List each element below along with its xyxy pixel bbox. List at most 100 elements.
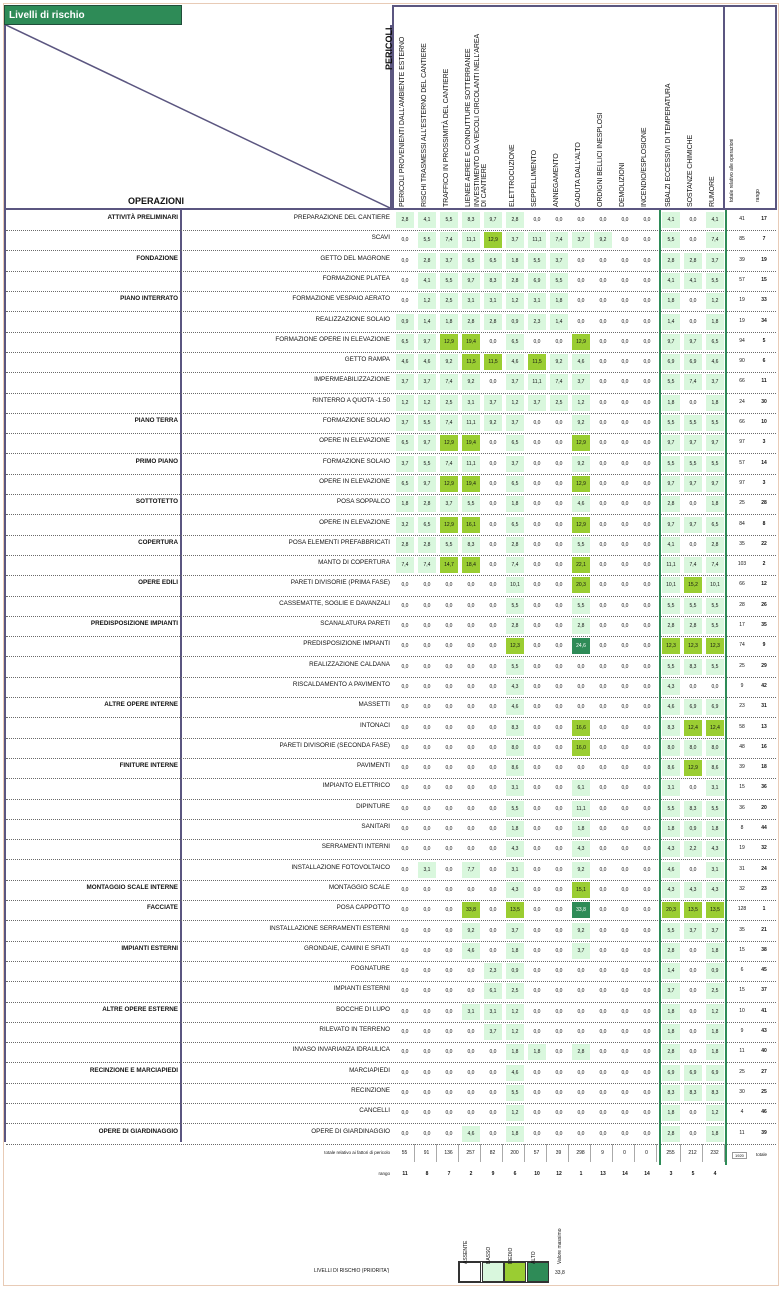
risk-cell: 5,5 [440,536,458,553]
operation-rank: 7 [762,236,766,243]
category-label: PREDISPOSIZIONE IMPIANTI [90,620,178,627]
risk-cell: 2,8 [484,313,502,330]
risk-cell: 7,4 [440,232,458,249]
operation-total: 36 [739,804,745,811]
risk-cell: 0,0 [616,252,634,269]
risk-cell: 5,5 [662,455,680,472]
hazard-total: 57 [527,1144,547,1162]
risk-cell: 1,4 [662,313,680,330]
risk-cell: 0,0 [396,1064,414,1081]
risk-cell: 2,8 [396,536,414,553]
risk-cell: 4,6 [462,1125,480,1142]
risk-cell: 1,8 [706,1044,724,1061]
risk-cell: 0,0 [528,1125,546,1142]
risk-cell: 0,0 [396,800,414,817]
hazard-total: 257 [461,1144,481,1162]
risk-cell: 4,6 [506,1064,524,1081]
risk-cell: 0,0 [594,455,612,472]
risk-cell: 5,5 [706,658,724,675]
operation-rank: 12 [761,581,767,588]
risk-cell: 0,0 [462,577,480,594]
risk-cell: 8,0 [706,739,724,756]
risk-cell: 22,1 [572,557,590,574]
risk-cell: 0,0 [684,496,702,513]
risk-cell: 0,0 [462,800,480,817]
risk-cell: 5,5 [684,415,702,431]
risk-cell: 0,0 [418,1125,436,1142]
table-row: SERRAMENTI INTERNI 0,0 0,0 0,0 0,0 0,0 4,3 0,0 0… [6,840,776,861]
risk-cell: 0,0 [550,963,568,980]
risk-cell: 5,5 [706,800,724,817]
risk-cell: 0,0 [528,536,546,553]
risk-cell: 0,0 [396,252,414,269]
risk-cell: 5,5 [706,618,724,634]
risk-cell: 0,0 [616,516,634,533]
risk-cell: 6,9 [684,699,702,716]
hazard-total: 39 [549,1144,569,1162]
risk-cell: 0,0 [396,719,414,736]
risk-cell: 0,0 [396,272,414,289]
table-row: PARETI DIVISORIE (SECONDA FASE) 0,0 0,0 0,0… [6,739,776,759]
risk-cell: 0,0 [550,455,568,472]
risk-cell: 3,7 [506,922,524,939]
hazard-total: 232 [705,1144,725,1162]
risk-cell: 4,3 [572,841,590,858]
risk-cell: 0,0 [638,496,656,513]
risk-cell: 0,0 [484,902,502,919]
legend-swatch [459,1262,481,1282]
risk-cell: 0,0 [616,272,634,289]
risk-cell: 0,0 [550,942,568,959]
operation-label: FORMAZIONE SOLAIO [322,417,390,424]
risk-cell: 2,8 [462,313,480,330]
risk-cell: 3,7 [550,252,568,269]
operation-total: 31 [739,865,745,872]
risk-cell: 3,1 [706,861,724,878]
operation-total: 17 [739,622,745,628]
risk-cell: 0,0 [484,496,502,513]
risk-cell: 1,2 [506,394,524,411]
risk-cell: 0,0 [594,780,612,797]
operation-total: 9 [740,1028,744,1034]
operation-rank: 33 [761,297,767,304]
page-title: Livelli di rischio [4,5,182,25]
risk-cell: 1,4 [550,313,568,330]
risk-cell: 0,0 [528,455,546,472]
risk-cell: 0,0 [484,942,502,959]
table-row: SCAVI 0,0 5,5 7,4 11,1 12,9 3,7 11,1 7,4 3,7 9,2 0,… [6,231,776,252]
risk-cell: 0,0 [484,760,502,777]
risk-cell: 0,9 [506,963,524,980]
risk-cell: 4,1 [662,272,680,289]
risk-cell: 0,0 [550,638,568,655]
risk-cell: 16,1 [462,516,480,533]
risk-cell: 4,1 [418,272,436,289]
risk-cell: 0,0 [616,1024,634,1040]
hazard-rank: 10 [534,1171,540,1177]
risk-cell: 0,0 [594,902,612,919]
risk-cell: 0,0 [572,658,590,675]
operation-label: SANITARI [361,823,390,830]
table-row: REALIZZAZIONE SOLAIO 0,9 1,4 1,8 2,8 2,8 0,9 2,… [6,313,776,333]
risk-cell: 0,0 [594,536,612,553]
risk-cell: 0,0 [396,902,414,919]
risk-cell: 1,2 [706,1105,724,1122]
risk-cell: 12,3 [684,638,702,655]
risk-cell: 0,0 [550,922,568,939]
risk-cell: 2,8 [662,1125,680,1142]
risk-cell: 0,0 [594,475,612,492]
operation-total: 10 [739,1007,745,1014]
risk-cell: 0,0 [594,354,612,371]
risk-cell: 0,0 [550,699,568,716]
hazard-rank: 5 [691,1171,695,1177]
operation-label: OPERE IN ELEVAZIONE [319,437,390,445]
risk-cell: 0,0 [396,699,414,716]
operation-total: 19 [739,297,745,304]
operation-total: 4 [740,1109,744,1116]
risk-cell: 0,0 [418,719,436,736]
operation-rank: 36 [761,784,767,791]
risk-cell: 9,2 [440,354,458,371]
risk-cell: 7,4 [684,557,702,574]
risk-cell: 4,3 [506,678,524,695]
category-label: ATTIVITÀ PRELIMINARI [107,214,178,221]
risk-cell: 0,0 [616,861,634,878]
risk-cell: 0,0 [418,760,436,777]
